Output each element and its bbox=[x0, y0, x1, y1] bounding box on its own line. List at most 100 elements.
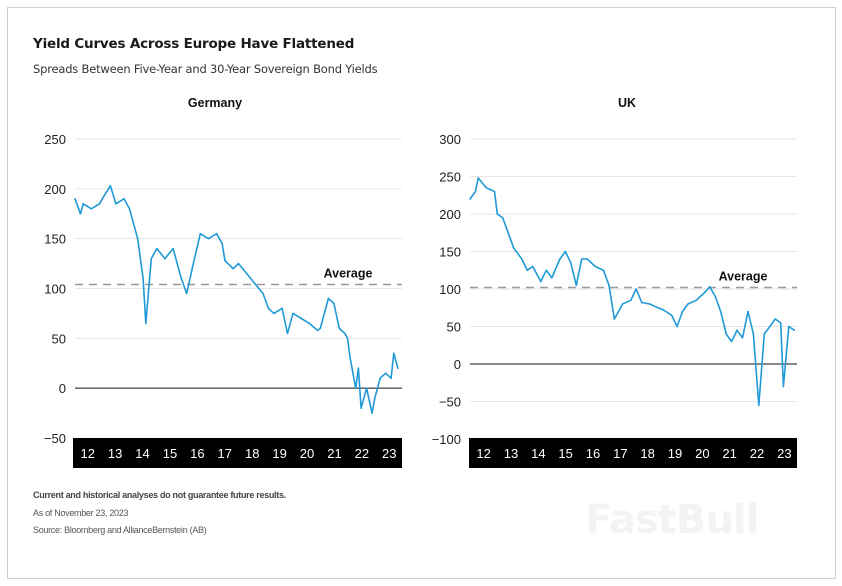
x-tick-label: 15 bbox=[163, 446, 177, 461]
data-point bbox=[657, 306, 659, 309]
data-point bbox=[343, 332, 346, 335]
data-point bbox=[267, 307, 270, 310]
x-tick-label: 13 bbox=[504, 446, 518, 461]
y-tick-label: 250 bbox=[439, 170, 461, 185]
y-tick-label: 100 bbox=[44, 282, 66, 297]
data-point bbox=[564, 250, 567, 253]
data-point bbox=[237, 262, 240, 265]
x-tick-label: 17 bbox=[613, 446, 627, 461]
data-point bbox=[649, 303, 651, 305]
watermark: FastBull bbox=[585, 497, 759, 543]
data-point bbox=[338, 327, 341, 330]
data-point bbox=[123, 198, 125, 200]
data-point bbox=[613, 318, 616, 320]
data-point bbox=[785, 355, 787, 358]
data-point bbox=[371, 412, 373, 414]
x-tick-label: 16 bbox=[586, 446, 600, 461]
data-point bbox=[580, 258, 583, 260]
data-point bbox=[709, 285, 711, 288]
data-point bbox=[741, 336, 744, 339]
chart-uk: UK 300 250 200 150 100 50 0 −50 −100 Average 12 13 14… bbox=[432, 96, 797, 468]
data-point bbox=[128, 207, 131, 210]
y-tick-label: 250 bbox=[44, 132, 66, 147]
x-tick-label: 12 bbox=[80, 446, 94, 461]
data-point bbox=[207, 237, 210, 240]
x-tick-label: 12 bbox=[476, 446, 490, 461]
data-point bbox=[346, 337, 349, 340]
data-point bbox=[469, 198, 471, 200]
data-point bbox=[199, 232, 202, 235]
data-point bbox=[384, 372, 387, 375]
data-point bbox=[540, 280, 542, 283]
data-point bbox=[545, 269, 548, 272]
data-point bbox=[695, 299, 697, 302]
y-tick-label: 300 bbox=[439, 132, 461, 147]
chart-frame bbox=[7, 7, 836, 579]
data-point bbox=[273, 312, 275, 315]
data-point bbox=[747, 310, 749, 313]
series-line bbox=[469, 177, 795, 407]
data-point bbox=[526, 269, 529, 272]
data-point bbox=[354, 387, 357, 389]
data-point bbox=[768, 325, 771, 328]
data-point bbox=[758, 404, 760, 407]
data-point bbox=[232, 267, 234, 270]
data-point bbox=[640, 301, 643, 304]
y-tick-label: 50 bbox=[52, 331, 66, 346]
data-point bbox=[608, 284, 610, 287]
data-point bbox=[79, 212, 82, 215]
data-point bbox=[788, 325, 790, 328]
x-tick-label: 19 bbox=[272, 446, 286, 461]
x-tick-label: 21 bbox=[327, 446, 341, 461]
data-point bbox=[602, 269, 605, 272]
data-point bbox=[736, 329, 738, 332]
data-point bbox=[676, 325, 678, 328]
data-point bbox=[550, 276, 553, 279]
data-point bbox=[254, 282, 256, 285]
data-point bbox=[245, 272, 248, 275]
data-point bbox=[101, 198, 104, 200]
source-note: Source: Bloomberg and AllianceBernstein … bbox=[33, 525, 207, 535]
data-point bbox=[360, 407, 362, 409]
data-point bbox=[224, 259, 226, 262]
data-point bbox=[531, 265, 534, 268]
y-tick-label: 0 bbox=[454, 357, 461, 372]
y-tick-label: −50 bbox=[44, 431, 66, 446]
data-point bbox=[662, 309, 665, 311]
data-point bbox=[90, 207, 93, 210]
y-tick-label: 150 bbox=[439, 245, 461, 260]
data-point bbox=[397, 367, 399, 370]
data-point bbox=[575, 284, 578, 287]
data-point bbox=[586, 258, 588, 260]
y-tick-label: −50 bbox=[439, 395, 461, 410]
data-point bbox=[191, 267, 193, 270]
data-point bbox=[142, 277, 144, 280]
data-point bbox=[262, 292, 264, 295]
data-point bbox=[493, 190, 496, 193]
data-point bbox=[621, 303, 624, 305]
data-point bbox=[319, 327, 322, 330]
data-point bbox=[629, 299, 632, 302]
data-point bbox=[281, 307, 283, 310]
data-point bbox=[98, 202, 101, 205]
data-point bbox=[485, 186, 488, 189]
data-point bbox=[221, 242, 223, 245]
data-point bbox=[155, 247, 158, 250]
y-tick-label: 200 bbox=[439, 207, 461, 222]
x-tick-label: 19 bbox=[668, 446, 682, 461]
data-point bbox=[180, 277, 183, 280]
chart-title: Yield Curves Across Europe Have Flattene… bbox=[33, 36, 355, 52]
data-point bbox=[349, 357, 352, 360]
data-point bbox=[185, 292, 188, 295]
x-tick-label: 20 bbox=[695, 446, 709, 461]
data-point bbox=[286, 332, 289, 335]
data-point bbox=[474, 190, 477, 193]
y-tick-label: 150 bbox=[44, 232, 66, 247]
series-line bbox=[74, 185, 399, 414]
data-point bbox=[752, 333, 755, 335]
data-point bbox=[393, 352, 395, 355]
y-tick-label: 100 bbox=[439, 282, 461, 297]
data-point bbox=[316, 329, 319, 332]
data-point bbox=[82, 202, 84, 205]
data-point bbox=[333, 302, 335, 305]
